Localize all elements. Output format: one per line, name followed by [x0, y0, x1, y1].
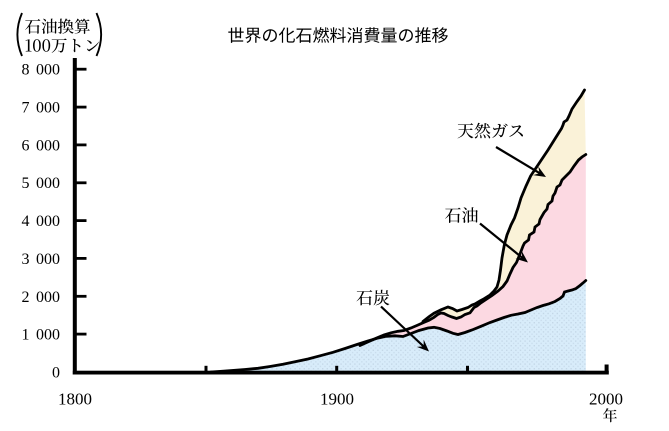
- svg-text:5 000: 5 000: [22, 175, 61, 192]
- svg-text:4 000: 4 000: [22, 213, 61, 230]
- svg-text:2000: 2000: [589, 390, 623, 409]
- svg-text:2 000: 2 000: [22, 289, 61, 306]
- svg-text:0: 0: [52, 365, 60, 382]
- svg-text:1900: 1900: [320, 390, 354, 409]
- svg-text:7 000: 7 000: [22, 100, 61, 117]
- svg-text:3 000: 3 000: [22, 251, 61, 268]
- svg-text:1 000: 1 000: [22, 327, 61, 344]
- svg-text:8 000: 8 000: [22, 62, 61, 79]
- svg-text:1800: 1800: [58, 390, 92, 409]
- svg-text:6 000: 6 000: [22, 137, 61, 154]
